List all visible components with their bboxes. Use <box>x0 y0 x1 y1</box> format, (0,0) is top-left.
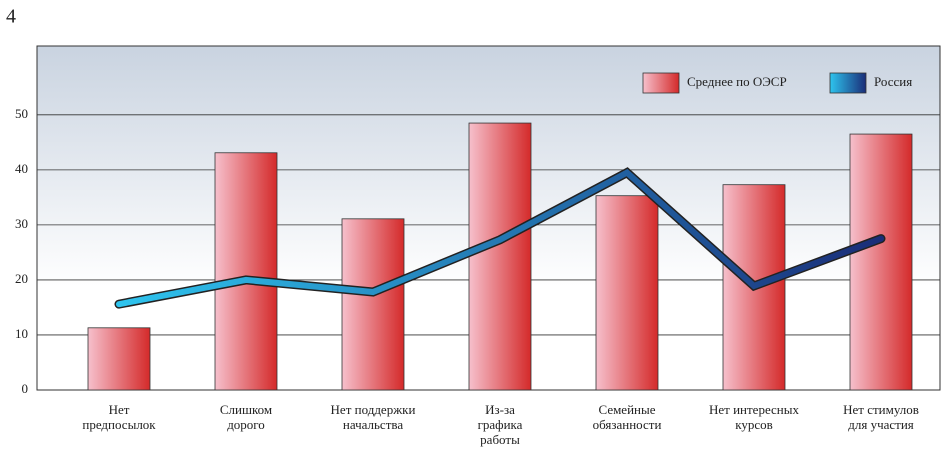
legend-label: Среднее по ОЭСР <box>687 74 787 89</box>
bar <box>341 218 405 391</box>
x-tick-label: Нет стимулов для участия <box>843 402 919 432</box>
chart-title: 4 <box>6 6 16 28</box>
x-tick-label: Из-за графика работы <box>477 402 523 447</box>
x-tick-label: Слишком дорого <box>219 402 273 432</box>
x-tick-label: Нет интересных курсов <box>708 402 799 432</box>
bar <box>214 152 278 391</box>
y-tick-label: 30 <box>15 216 28 231</box>
y-tick-label: 40 <box>15 161 28 176</box>
y-tick-label: 50 <box>15 106 28 121</box>
legend-label: Россия <box>874 74 912 89</box>
legend-swatch <box>642 72 680 94</box>
y-tick-label: 20 <box>15 271 28 286</box>
x-tick-label: Семейные обязанности <box>592 402 662 432</box>
line <box>116 168 884 308</box>
bar <box>849 133 913 391</box>
bar <box>87 327 151 391</box>
y-tick-label: 10 <box>15 326 28 341</box>
bar <box>468 122 532 391</box>
x-tick-label: Нет поддержки начальства <box>330 402 416 432</box>
x-tick-label: Нет предпосылок <box>82 402 156 432</box>
y-tick-label: 0 <box>22 381 29 396</box>
legend-swatch <box>829 72 867 94</box>
bar <box>595 195 659 391</box>
